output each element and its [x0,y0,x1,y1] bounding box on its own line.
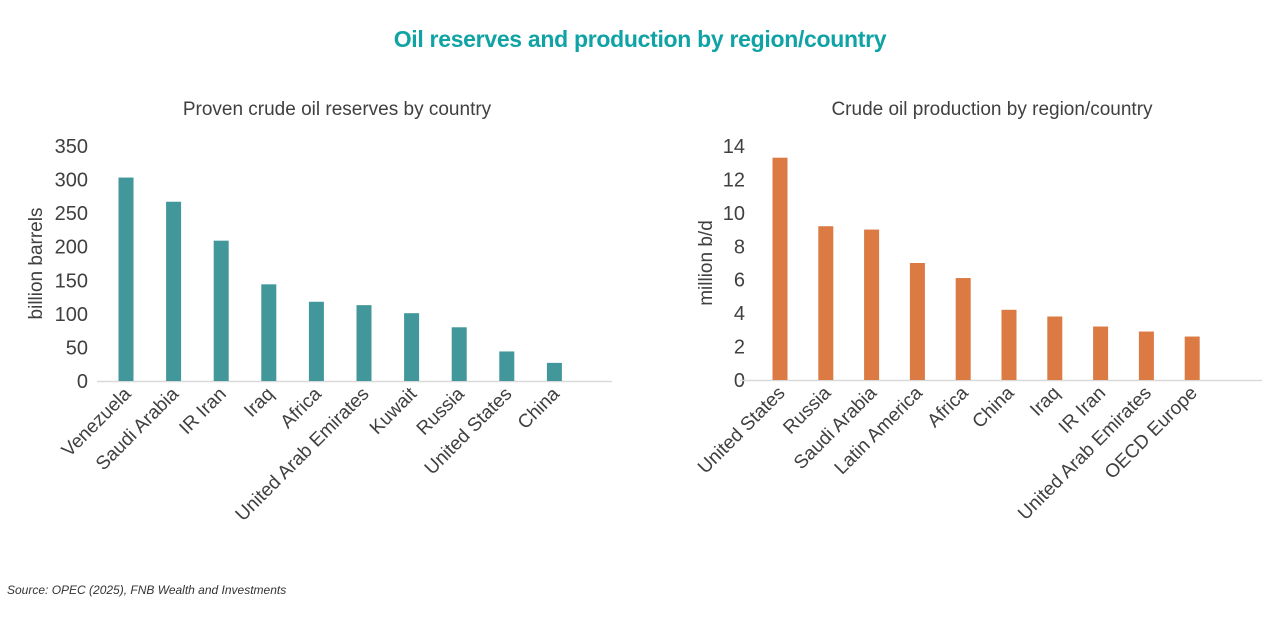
production-y-axis-label: million b/d [696,220,717,306]
production-x-tick-label: Iraq [1026,383,1064,421]
reserves-bar [261,284,277,381]
production-y-tick-label: 12 [723,169,745,191]
reserves-bar [166,201,182,381]
production-bar [1047,316,1063,380]
reserves-bar [308,301,324,381]
reserves-x-tick-label: IR Iran [176,384,231,439]
production-y-tick-label: 4 [734,303,745,325]
production-x-tick-label: United States [694,383,790,479]
production-bar [1138,331,1154,380]
production-bar [1184,336,1200,380]
production-chart-title: Crude oil production by region/country [831,99,1153,120]
production-y-tick-label: 2 [734,337,745,359]
reserves-y-tick-label: 300 [55,170,88,192]
production-x-tick-label: Africa [924,382,973,431]
reserves-bar [451,327,467,381]
reserves-chart-title: Proven crude oil reserves by country [183,99,492,120]
production-y-tick-label: 8 [734,236,745,258]
reserves-x-tick-label: Iraq [240,384,278,422]
source-note: Source: OPEC (2025), FNB Wealth and Inve… [7,583,287,597]
reserves-x-tick-label: China [514,383,564,433]
main-title: Oil reserves and production by region/co… [393,26,887,52]
production-bar [818,226,834,380]
reserves-y-tick-label: 250 [55,203,88,225]
production-x-tick-label: China [969,382,1019,432]
reserves-y-tick-label: 50 [66,337,88,359]
reserves-y-tick-label: 100 [55,304,88,326]
production-bar [864,229,880,380]
reserves-y-tick-label: 150 [55,270,88,292]
production-y-tick-label: 0 [734,370,745,392]
production-bar [955,278,971,380]
reserves-y-axis-label: billion barrels [26,208,47,320]
production-y-tick-label: 6 [734,270,745,292]
reserves-y-tick-label: 200 [55,237,88,259]
production-bar [1093,326,1109,380]
production-bar [909,263,925,380]
production-bar [772,157,788,380]
reserves-x-tick-label: Kuwait [366,383,422,439]
production-y-tick-label: 14 [723,136,745,158]
reserves-x-tick-label: Saudi Arabia [92,383,183,474]
reserves-bar [118,177,134,381]
reserves-y-tick-label: 0 [77,371,88,393]
reserves-bar [499,351,515,381]
reserves-bar [404,313,420,381]
production-y-tick-label: 10 [723,203,745,225]
reserves-bar [213,240,229,381]
reserves-bar [546,362,562,381]
reserves-bar [356,305,372,381]
production-bar [1001,309,1017,380]
reserves-y-tick-label: 350 [55,136,88,158]
